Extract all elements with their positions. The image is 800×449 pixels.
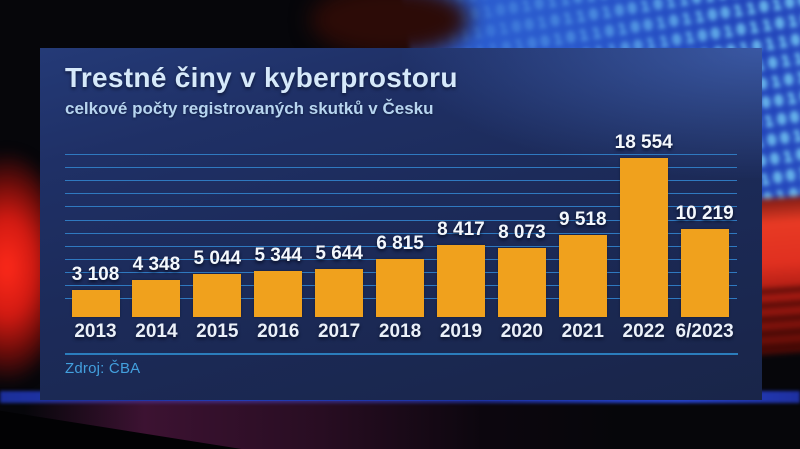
panel-header: Trestné činy v kyberprostoru celkové poč… bbox=[65, 62, 458, 119]
value-label-2019: 8 417 bbox=[437, 219, 485, 240]
bar-6/2023 bbox=[680, 229, 729, 317]
value-label-2020: 8 073 bbox=[498, 222, 546, 243]
value-label-2016: 5 344 bbox=[254, 245, 302, 266]
x-axis-label-2018: 2018 bbox=[378, 321, 422, 342]
x-axis-label-2019: 2019 bbox=[439, 321, 483, 342]
chart-panel: Trestné činy v kyberprostoru celkové poč… bbox=[40, 48, 762, 400]
bar-2015 bbox=[193, 274, 242, 317]
binary-row: 0010110100101101001011010010110011010010… bbox=[408, 0, 800, 54]
binary-row: 1011010010110100101101001011010010110100… bbox=[402, 0, 800, 16]
chart-area: 3 108 2013 4 348 2014 5 044 2015 5 344 2016 5 64… bbox=[65, 132, 737, 342]
binary-row: 0101101001011010010110100101101001011001… bbox=[405, 0, 800, 35]
x-axis-label-2014: 2014 bbox=[135, 321, 178, 342]
bar-2019 bbox=[436, 245, 485, 317]
x-axis-label-6/2023: 6/2023 bbox=[675, 321, 734, 342]
bar-2022 bbox=[619, 158, 668, 317]
bar-2016 bbox=[254, 271, 303, 317]
x-axis-label-2017: 2017 bbox=[317, 321, 361, 342]
value-label-2018: 6 815 bbox=[376, 233, 424, 254]
gridline bbox=[65, 154, 737, 155]
chart-title: Trestné činy v kyberprostoru bbox=[65, 62, 458, 93]
value-label-2021: 9 518 bbox=[558, 209, 607, 230]
value-label-2014: 4 348 bbox=[132, 254, 181, 275]
bar-2018 bbox=[376, 259, 425, 317]
value-label-2015: 5 044 bbox=[193, 248, 242, 269]
bar-2021 bbox=[558, 235, 607, 317]
x-axis-label-2021: 2021 bbox=[561, 321, 604, 342]
x-axis-label-2016: 2016 bbox=[257, 321, 300, 342]
bar-2020 bbox=[497, 248, 546, 317]
source-label: Zdroj: ČBA bbox=[65, 360, 141, 377]
x-axis-label-2013: 2013 bbox=[74, 321, 117, 342]
x-axis-label-2015: 2015 bbox=[196, 321, 239, 342]
value-label-2022: 18 554 bbox=[614, 132, 673, 153]
source-divider-line bbox=[65, 353, 738, 355]
x-axis-label-2020: 2020 bbox=[500, 321, 543, 342]
bar-2014 bbox=[132, 280, 181, 317]
bar-2013 bbox=[71, 290, 120, 317]
dark-corner-silhouette bbox=[0, 402, 276, 449]
value-label-2017: 5 644 bbox=[315, 243, 363, 264]
bar-2017 bbox=[315, 269, 364, 317]
chart-subtitle: celkové počty registrovaných skutků v Če… bbox=[65, 99, 434, 118]
value-label-2013: 3 108 bbox=[71, 264, 120, 285]
x-axis-label-2022: 2022 bbox=[622, 321, 665, 342]
magenta-bottom-glow bbox=[0, 401, 800, 449]
value-label-6/2023: 10 219 bbox=[675, 203, 734, 224]
